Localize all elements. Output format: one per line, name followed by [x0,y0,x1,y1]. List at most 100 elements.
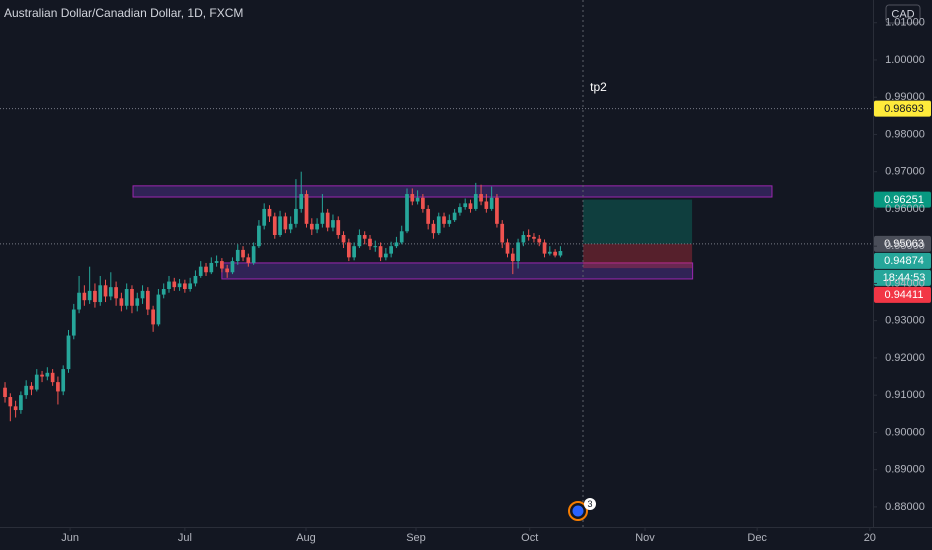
x-tick-label: Oct [521,532,538,544]
candle-body [357,235,362,247]
candle-body [103,285,108,297]
x-tick-label: Jun [61,532,79,544]
candle-body [235,249,240,262]
price-label: 0.95063 [884,238,924,250]
y-tick-label: 0.88000 [885,501,925,513]
candle-body [510,253,515,262]
candle-body [246,257,251,263]
candle-body [516,242,520,262]
candle-body [389,246,393,254]
candle-body [331,220,335,228]
x-tick-label: 20 [864,532,876,544]
candle-body [119,298,124,306]
y-tick-label: 0.98000 [885,128,925,140]
candle-body [484,201,489,209]
candle-body [278,216,282,236]
candle-body [495,197,499,224]
candle-body [304,194,309,224]
candle-body [40,374,44,377]
candle-body [521,235,526,243]
candle-body [479,194,483,202]
candle-body [299,194,304,209]
candle-body [24,385,29,396]
candle-body [167,281,171,290]
candle-body [542,242,547,254]
annotation: tp2 [590,80,607,94]
candle-body [156,294,161,325]
price-label-box [874,286,931,303]
candle-body [241,249,245,258]
candle-body [394,242,399,247]
candle-body [309,223,314,230]
y-tick-label: 0.90000 [885,426,925,438]
candle-body [220,261,224,269]
price-label-box [874,191,931,208]
y-tick-label: 0.96000 [885,203,925,215]
price-label-box [874,100,931,117]
price-label: 0.94874 [884,255,924,267]
event-badge [584,498,596,510]
y-tick-label: 0.91000 [885,389,925,401]
candle-body [415,197,420,202]
overlay: tp20.986930.962510.950630.9487418:44:530… [590,80,931,303]
candle-body [177,283,182,288]
candle-body [130,289,134,306]
candle-body [13,406,18,411]
candle-body [204,266,208,273]
candle-body [77,292,81,310]
y-tick-label: 0.95000 [885,240,925,252]
y-tick-label: 0.99000 [885,91,925,103]
candle-body [193,275,198,284]
candle-body [558,251,563,256]
y-tick-label: 0.93000 [885,315,925,327]
candle-body [325,212,330,228]
candle-body [410,194,415,202]
position-target [583,199,693,244]
candle-body [71,309,76,336]
event-flag [572,505,584,517]
candle-body [93,290,97,303]
candle-body [547,251,552,254]
y-tick-label: 1.00000 [885,54,925,66]
candle-body [45,372,50,377]
candle-body [230,261,235,273]
candle-body [87,290,92,301]
candle-body [56,382,60,392]
candle-body [553,251,557,256]
candle-body [352,246,356,258]
candle-body [315,223,319,230]
x-tick-label: Jul [178,532,192,544]
x-tick-label: Aug [296,532,316,544]
candle-body [288,223,293,230]
candle-body [442,216,446,224]
candle-body [225,268,230,273]
candle-body [34,374,39,390]
candle-body [257,225,261,247]
candle-body [341,235,346,243]
currency-box[interactable] [885,4,921,24]
candle-body [3,387,7,398]
price-label: 0.94411 [885,289,924,301]
candle-body [272,216,277,236]
candle-body [436,216,441,234]
x-tick-label: Dec [747,532,767,544]
event-icon[interactable]: 3 [568,498,596,521]
candle-body [294,208,298,224]
candle-body [82,292,87,301]
candle-body [183,283,187,290]
candle-body [463,203,468,208]
x-tick-label: Sep [406,532,426,544]
y-tick-label: 0.92000 [885,352,925,364]
candle-body [198,266,203,276]
position-stop [583,243,693,269]
price-label-box [874,252,931,269]
candle-body [262,208,267,226]
x-tick-label: Nov [635,532,655,544]
candle-body [468,203,473,209]
candle-body [8,397,13,407]
y-tick-label: 0.94000 [885,277,925,289]
countdown-label: 18:44:53 [883,272,926,284]
candle-body [98,285,103,303]
candle-body [526,235,531,237]
